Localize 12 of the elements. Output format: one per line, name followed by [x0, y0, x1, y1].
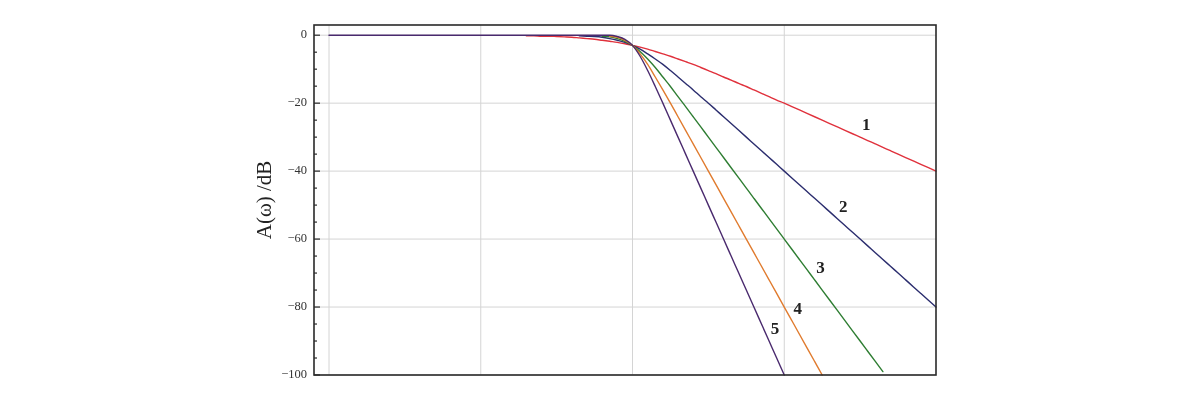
y-axis-title: A(ω) /dB — [251, 160, 276, 240]
series-label: 3 — [816, 257, 825, 277]
y-tick-label: −80 — [287, 298, 307, 313]
series-label: 2 — [839, 196, 848, 216]
y-tick-label: −100 — [281, 366, 307, 381]
series-label: 5 — [770, 318, 780, 338]
y-tick-label: −40 — [287, 162, 307, 177]
y-tick-label: 0 — [300, 27, 307, 42]
series-label: 1 — [861, 115, 871, 135]
y-tick-label: −60 — [287, 230, 307, 245]
series-label: 4 — [793, 298, 803, 318]
y-tick-label: −20 — [287, 95, 307, 110]
